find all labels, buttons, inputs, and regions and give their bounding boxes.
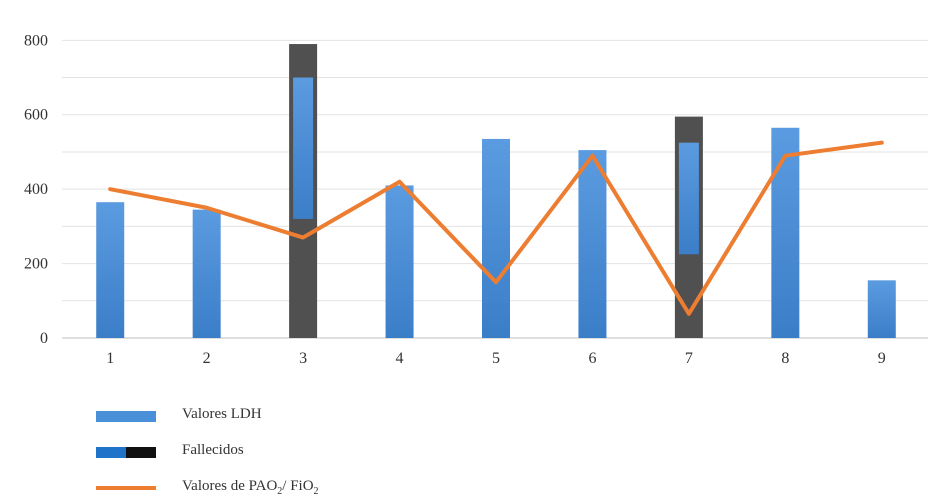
bar-ldh-inner: [293, 77, 314, 219]
bar-ldh: [385, 185, 414, 338]
legend-swatch-ldh: [96, 411, 156, 422]
legend: Valores LDH Fallecidos Valores de PAO2/ …: [96, 396, 496, 497]
bars: [96, 44, 896, 339]
x-tick-label: 4: [396, 350, 404, 367]
x-tick-label: 2: [203, 350, 211, 367]
y-tick-label: 600: [24, 107, 48, 124]
x-tick-label: 6: [588, 350, 596, 367]
legend-label-ldh: Valores LDH: [182, 406, 262, 422]
y-tick-label: 200: [24, 256, 48, 273]
legend-swatch-pao-fio: [96, 486, 156, 490]
bar-ldh: [482, 138, 510, 338]
y-tick-label: 800: [24, 32, 48, 49]
bar-ldh-inner: [678, 142, 699, 255]
chart: 0 200 400 600 800 1 2 3 4 5 6 7 8 9: [24, 32, 928, 367]
legend-swatch-fallecidos: [96, 447, 156, 458]
y-tick-label: 400: [24, 181, 48, 198]
x-tick-label: 5: [492, 350, 500, 367]
x-tick-label: 3: [299, 350, 307, 367]
bar-ldh: [96, 202, 125, 338]
x-tick-label: 7: [685, 350, 693, 367]
line-pao-fio: [108, 140, 884, 316]
y-axis-ticks: 0 200 400 600 800: [24, 32, 48, 347]
x-axis-ticks: 1 2 3 4 5 6 7 8 9: [106, 350, 886, 367]
legend-label-pao-fio: Valores de PAO2/ FiO2: [182, 478, 319, 497]
x-tick-label: 9: [878, 350, 886, 367]
bar-ldh: [578, 150, 607, 338]
legend-label-fallecidos: Fallecidos: [182, 442, 244, 458]
x-tick-label: 8: [781, 350, 789, 367]
pao-fio-line: [108, 140, 884, 316]
bar-ldh: [867, 280, 896, 338]
bar-ldh: [192, 209, 221, 338]
x-tick-label: 1: [106, 350, 114, 367]
y-tick-label: 0: [40, 330, 48, 347]
bar-ldh: [771, 127, 800, 338]
